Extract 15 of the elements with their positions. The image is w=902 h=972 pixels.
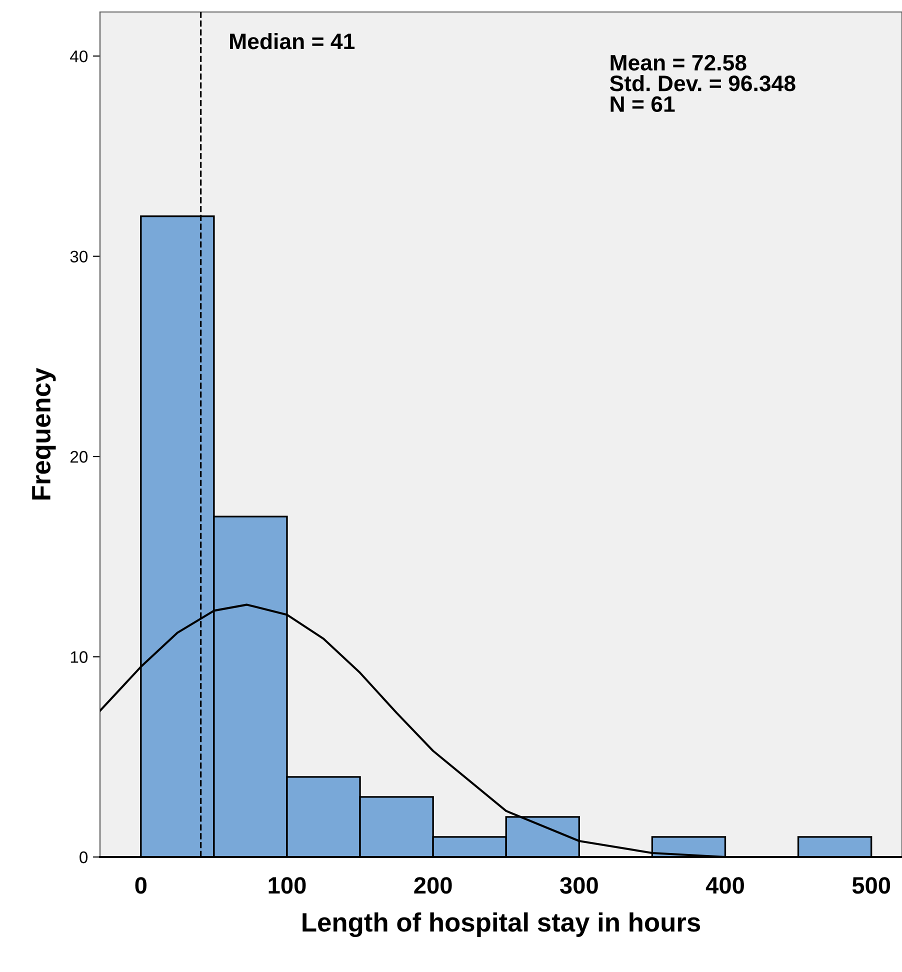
x-axis-title: Length of hospital stay in hours (302, 912, 700, 938)
y-tick-label: 40 (70, 50, 88, 62)
y-tick-label: 30 (70, 250, 88, 262)
ref-line-label: Median = 41 (230, 32, 355, 50)
x-tick-label: 300 (560, 877, 598, 894)
y-tick-label: 20 (70, 450, 88, 463)
x-tick-label: 400 (706, 877, 744, 894)
x-tick-label: 0 (135, 877, 146, 894)
x-tick-label: 200 (414, 877, 452, 894)
y-axis-title: Frequency (32, 368, 56, 500)
y-tick-label: 10 (70, 651, 88, 663)
y-tick-label: 0 (80, 851, 88, 864)
x-tick-label: 100 (268, 877, 306, 894)
x-tick-label: 500 (852, 877, 890, 894)
annotation: Mean = 72.58 Std. Dev. = 96.348 N = 61 (610, 54, 796, 112)
